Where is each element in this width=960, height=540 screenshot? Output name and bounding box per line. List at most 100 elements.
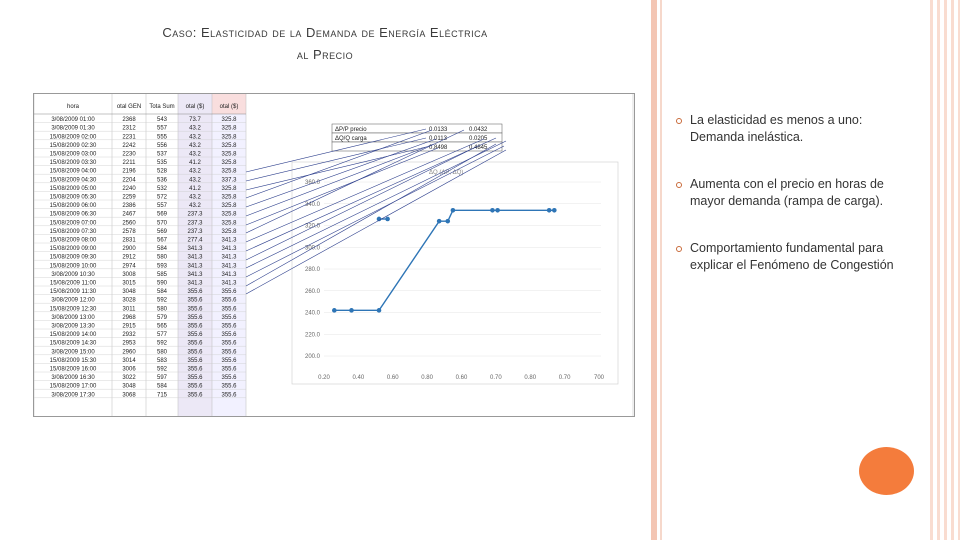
table-cell: 583 — [157, 358, 168, 364]
summary-cell: 0.4845 — [469, 145, 488, 151]
table-cell: 570 — [157, 220, 168, 226]
table-cell: 2915 — [122, 324, 136, 330]
table-cell: 532 — [157, 186, 168, 192]
table-cell: 355.6 — [221, 315, 237, 321]
bullet-item: Comportamiento fundamental para explicar… — [676, 240, 916, 274]
table-cell: 237.3 — [187, 220, 203, 226]
table-cell: 15/08/2009 06:30 — [50, 212, 97, 218]
slide-title-line1: Caso: Elasticidad de la Demanda de Energ… — [162, 25, 488, 40]
table-cell: 355.6 — [187, 375, 203, 381]
decor-stripes-right — [930, 0, 960, 540]
summary-cell: ΔQ/Q carga — [335, 136, 367, 142]
table-cell: 355.6 — [221, 306, 237, 312]
data-point — [332, 308, 337, 313]
table-cell: 355.6 — [221, 324, 237, 330]
table-cell: 2211 — [123, 160, 137, 166]
connector-arrow — [245, 149, 507, 295]
table-cell: 337.3 — [221, 177, 237, 183]
spreadsheet-svg: hora otal GEN Tota Sum otal ($) otal ($) 3/08… — [34, 94, 634, 416]
table-cell: 2960 — [122, 349, 136, 355]
x-tick-label: 0.60 — [387, 375, 399, 381]
table-cell: 572 — [157, 195, 168, 201]
table-cell: 2259 — [122, 195, 136, 201]
highlight-column — [178, 94, 212, 416]
column-header: otal GEN — [117, 104, 141, 110]
table-cell: 569 — [157, 212, 168, 218]
table-cell: 355.6 — [221, 289, 237, 295]
bullet-icon — [676, 118, 682, 124]
decor-orange-circle — [859, 447, 914, 495]
table-cell: 2242 — [122, 143, 136, 149]
table-cell: 15/08/2009 03:00 — [50, 152, 97, 158]
table-cell: 355.6 — [187, 341, 203, 347]
table-cell: 2974 — [122, 263, 136, 269]
table-cell: 2953 — [122, 341, 136, 347]
table-cell: 355.6 — [187, 289, 203, 295]
table-cell: 592 — [157, 367, 168, 373]
table-cell: 73.7 — [189, 117, 201, 123]
x-tick-label: 0.60 — [456, 375, 468, 381]
table-cell: 584 — [157, 289, 168, 295]
table-cell: 43.2 — [189, 134, 201, 140]
table-cell: 715 — [157, 392, 168, 398]
column-header: otal ($) — [220, 104, 239, 110]
connector-arrow — [245, 147, 439, 226]
connector-arrow — [245, 145, 479, 261]
table-cell: 15/08/2009 09:00 — [50, 246, 97, 252]
table-cell: 325.8 — [221, 134, 237, 140]
table-cell: 556 — [157, 143, 168, 149]
table-cell: 341.3 — [187, 263, 203, 269]
connector-arrow — [245, 138, 437, 208]
summary-cell: 0.0113 — [429, 136, 448, 142]
decor-stripe-thin — [660, 0, 662, 540]
table-cell: 584 — [157, 246, 168, 252]
y-tick-label: 340.0 — [305, 202, 321, 208]
table-cell: 15/08/2009 10:00 — [50, 263, 97, 269]
table-cell: 585 — [157, 272, 168, 278]
data-point — [376, 216, 382, 222]
table-cell: 43.2 — [189, 203, 201, 209]
table-cell: 3/08/2009 13:30 — [51, 324, 95, 330]
table-cell: 341.3 — [187, 272, 203, 278]
table-cell: 355.6 — [221, 375, 237, 381]
table-cell: 2312 — [122, 126, 136, 132]
table-cell: 41.2 — [189, 186, 201, 192]
data-point — [495, 207, 500, 213]
table-cell: 341.3 — [221, 246, 237, 252]
table-cell: 355.6 — [187, 384, 203, 390]
summary-cell: 0.0432 — [469, 127, 488, 133]
connector-arrow — [245, 145, 505, 278]
table-cell: 341.3 — [187, 246, 203, 252]
bullet-text: Comportamiento fundamental para explicar… — [690, 241, 894, 272]
table-cell: 355.6 — [187, 392, 203, 398]
data-point — [385, 216, 390, 222]
table-cell: 592 — [157, 341, 168, 347]
table-cell: 355.6 — [187, 315, 203, 321]
column-header: otal ($) — [186, 104, 205, 110]
table-cell: 15/08/2009 02:30 — [50, 143, 97, 149]
table-cell: 341.3 — [221, 272, 237, 278]
data-point — [546, 207, 552, 213]
table-cell: 341.3 — [187, 281, 203, 287]
table-cell: 43.2 — [189, 169, 201, 175]
table-cell: 355.6 — [221, 349, 237, 355]
y-tick-label: 280.0 — [305, 267, 321, 273]
table-cell: 2231 — [122, 134, 136, 140]
table-cell: 3068 — [122, 392, 136, 398]
table-cell: 2196 — [122, 169, 136, 175]
y-tick-label: 200.0 — [305, 354, 321, 360]
table-cell: 15/08/2009 17:00 — [50, 384, 97, 390]
table-cell: 355.6 — [187, 332, 203, 338]
table-cell: 584 — [157, 384, 168, 390]
table-cell: 355.6 — [221, 384, 237, 390]
table-cell: 15/08/2009 16:00 — [50, 367, 97, 373]
spreadsheet-image: hora otal GEN Tota Sum otal ($) otal ($) 3/08… — [33, 93, 635, 417]
table-cell: 15/08/2009 12:30 — [50, 306, 97, 312]
table-cell: 237.3 — [187, 212, 203, 218]
table-cell: 3006 — [122, 367, 136, 373]
table-cell: 15/08/2009 07:00 — [50, 220, 97, 226]
table-cell: 3/08/2009 10:30 — [51, 272, 95, 278]
table-cell: 3048 — [122, 384, 136, 390]
highlight-header — [212, 94, 246, 114]
table-cell: 15/08/2009 02:00 — [50, 134, 97, 140]
